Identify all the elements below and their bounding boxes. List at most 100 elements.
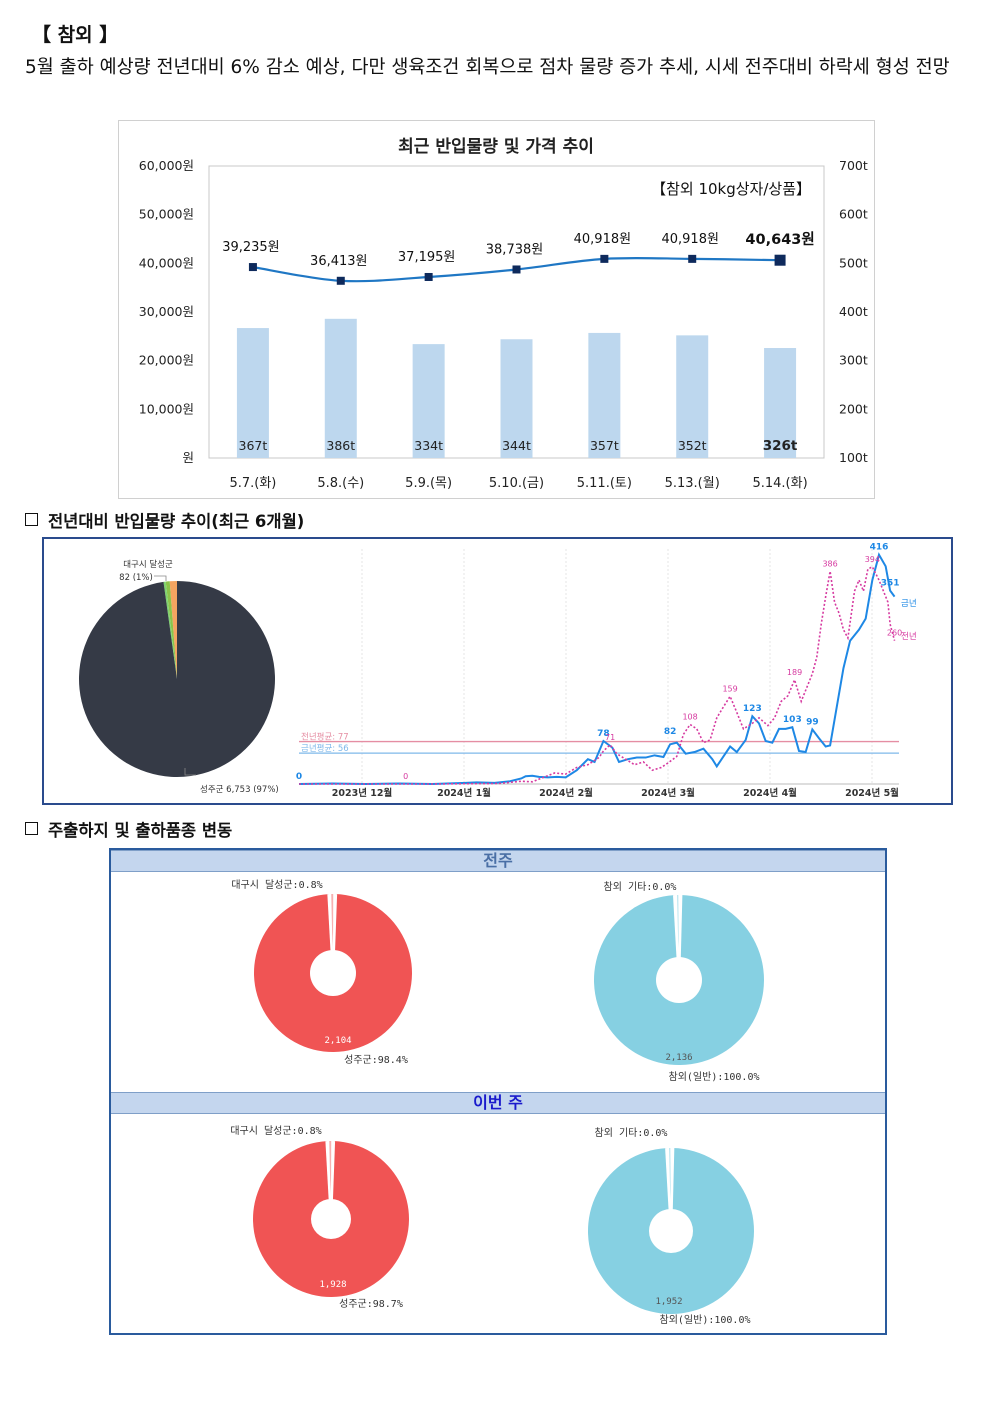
bar-label: 367t bbox=[239, 438, 268, 453]
donut-hole bbox=[311, 1199, 351, 1239]
x-tick-label: 2024년 1월 bbox=[437, 787, 491, 799]
main-section-title-text: 주출하지 및 출하품종 변동 bbox=[48, 821, 233, 840]
point-label: 416 bbox=[870, 543, 889, 553]
shipping-region-variety-panel: 전주 이번 주 2,104 대구시 달성군:0.8% 성주군:98.4% 2,136 참… bbox=[109, 848, 887, 1335]
point-label: 0 bbox=[296, 772, 302, 782]
pie-leader-line bbox=[154, 575, 167, 581]
panel-title-last-week: 전주 bbox=[111, 850, 885, 872]
donut-bottom-label: 참외(일반):100.0% bbox=[669, 1071, 760, 1083]
y-right-tick-label: 400t bbox=[839, 304, 868, 319]
panel-title-this-week: 이번 주 bbox=[111, 1092, 885, 1114]
pie-label-dalseong: 대구시 달성군 bbox=[123, 559, 173, 570]
x-tick-label: 5.9.(목) bbox=[405, 476, 452, 491]
donut-top-label: 참외 기타:0.0% bbox=[604, 881, 677, 893]
point-label: 71 bbox=[605, 733, 615, 742]
yoy-volume-chart-svg: 대구시 달성군 82 (1%) 성주군 6,753 (97%) 2023년 12월 20… bbox=[78, 543, 917, 799]
y-left-tick-label: 50,000원 bbox=[139, 207, 194, 222]
series-line-1 bbox=[299, 565, 896, 785]
bar-2 bbox=[412, 344, 445, 458]
chart-title: 최근 반입물량 및 가격 추이 bbox=[398, 137, 594, 157]
price-marker-0 bbox=[248, 263, 257, 272]
bar-label: 357t bbox=[590, 438, 619, 453]
y-left-tick-label: 20,000원 bbox=[139, 353, 194, 368]
y-right-tick-label: 300t bbox=[839, 353, 868, 368]
pie-slice-1 bbox=[169, 581, 177, 679]
point-label: 103 bbox=[783, 715, 802, 725]
y-right-tick-label: 200t bbox=[839, 401, 868, 416]
y-left-tick-label: 10,000원 bbox=[139, 401, 194, 416]
panel-title-text: 이번 주 bbox=[473, 1093, 523, 1112]
y-left-tick-label: 60,000원 bbox=[139, 158, 194, 173]
x-tick-label: 2024년 3월 bbox=[641, 787, 695, 799]
point-label: 78 bbox=[597, 729, 610, 739]
price-marker-2 bbox=[424, 272, 433, 281]
x-tick-label: 5.10.(금) bbox=[489, 476, 544, 491]
y-right-tick-label: 700t bbox=[839, 158, 868, 173]
price-label: 40,918원 bbox=[574, 232, 631, 247]
point-label: 394 bbox=[865, 555, 880, 564]
pie-slice-0 bbox=[78, 581, 275, 777]
price-label: 36,413원 bbox=[310, 254, 367, 269]
x-tick-label: 5.7.(화) bbox=[229, 476, 276, 491]
pie-slice-3 bbox=[163, 581, 177, 679]
point-label: 0 bbox=[403, 772, 408, 781]
bar-0 bbox=[236, 328, 269, 458]
donut-inner-value: 1,952 bbox=[655, 1297, 682, 1307]
donut-bottom-label: 성주군:98.4% bbox=[344, 1054, 408, 1066]
point-label: 351 bbox=[881, 579, 900, 589]
point-label: 260 bbox=[887, 629, 902, 638]
donut-top-label: 대구시 달성군:0.8% bbox=[230, 1125, 321, 1137]
intro-text: 5월 출하 예상량 전년대비 6% 감소 예상, 다만 생육조건 회복으로 점차… bbox=[25, 57, 950, 78]
donut-top-label: 대구시 달성군:0.8% bbox=[231, 879, 322, 891]
chart-subtitle: 【참외 10kg상자/상품】 bbox=[651, 180, 811, 198]
price-label: 40,918원 bbox=[661, 232, 718, 247]
y-right-tick-label: 600t bbox=[839, 207, 868, 222]
price-label: 40,643원 bbox=[745, 231, 814, 248]
price-marker-5 bbox=[688, 254, 697, 263]
bar-label: 352t bbox=[678, 438, 707, 453]
series-end-label: 전년 bbox=[901, 631, 917, 642]
series-line-0 bbox=[298, 552, 896, 786]
price-label: 38,738원 bbox=[486, 242, 543, 257]
pie-label-dalseong-value: 82 (1%) bbox=[119, 573, 153, 583]
x-tick-label: 5.8.(수) bbox=[317, 476, 364, 491]
section-heading: 【 참외 】 bbox=[32, 24, 119, 46]
bar-3 bbox=[500, 339, 533, 458]
bar-label: 334t bbox=[414, 438, 443, 453]
bar-4 bbox=[588, 332, 621, 458]
point-label: 386 bbox=[822, 559, 837, 568]
point-label: 108 bbox=[682, 712, 697, 721]
bar-label: 344t bbox=[502, 438, 531, 453]
pie-label-seongju: 성주군 6,753 (97%) bbox=[200, 785, 279, 795]
yoy-section-title-text: 전년대비 반입물량 추이(최근 6개월) bbox=[48, 512, 305, 531]
bar-6 bbox=[764, 348, 797, 458]
pie-leader-line bbox=[184, 768, 196, 776]
bar-1 bbox=[324, 318, 357, 458]
x-tick-label: 5.14.(화) bbox=[752, 476, 807, 491]
x-tick-label: 2024년 4월 bbox=[743, 787, 797, 799]
donut-hole bbox=[649, 1209, 693, 1253]
donut-hole bbox=[656, 957, 702, 1003]
point-label: 123 bbox=[743, 704, 762, 714]
point-label: 82 bbox=[664, 727, 677, 737]
x-tick-label: 2023년 12월 bbox=[332, 787, 392, 799]
checkbox-square-icon bbox=[25, 822, 38, 835]
price-label: 39,235원 bbox=[222, 240, 279, 255]
price-label: 37,195원 bbox=[398, 250, 455, 265]
point-label: 159 bbox=[722, 684, 737, 693]
donut-hole bbox=[310, 950, 356, 996]
bar-5 bbox=[676, 335, 709, 458]
donut-inner-value: 2,104 bbox=[324, 1036, 351, 1046]
price-marker-4 bbox=[600, 254, 609, 263]
y-right-tick-label: 500t bbox=[839, 255, 868, 270]
y-left-tick-label: 40,000원 bbox=[139, 255, 194, 270]
y-right-tick-label: 100t bbox=[839, 450, 868, 465]
donut-charts-svg: 2,104 대구시 달성군:0.8% 성주군:98.4% 2,136 참외 기타:0.0… bbox=[230, 879, 764, 1326]
reference-line-label: 금년평균: 56 bbox=[301, 743, 349, 754]
point-label: 189 bbox=[787, 668, 802, 677]
price-volume-chart-svg: 최근 반입물량 및 가격 추이 【참외 10kg상자/상품】 60,000원 50,0… bbox=[139, 137, 868, 491]
donut-bottom-label: 성주군:98.7% bbox=[339, 1298, 403, 1310]
reference-line-label: 전년평균: 77 bbox=[301, 732, 349, 743]
donut-inner-value: 2,136 bbox=[665, 1053, 692, 1063]
x-tick-label: 2024년 2월 bbox=[539, 787, 593, 799]
